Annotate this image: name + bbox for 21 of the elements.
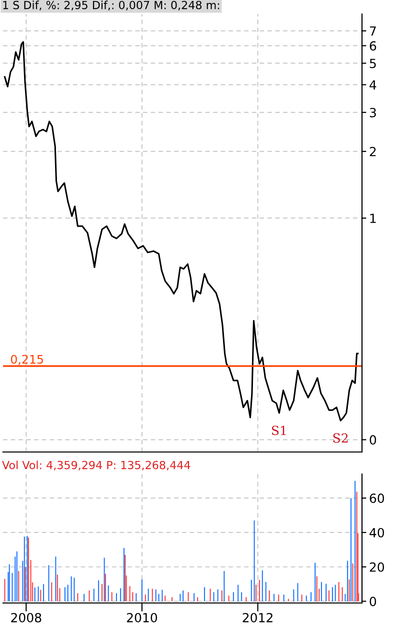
- x-tick-label: 2008: [11, 612, 42, 622]
- chart-title: 1 S Dif, %: 2,95 Dif,: 0,007 M: 0,248 m:: [3, 0, 220, 10]
- y-tick-label: 5: [370, 58, 376, 68]
- y-tick-label: 60: [370, 494, 384, 504]
- chart-title: Vol Vol: 4,359,294 P: 135,268,444: [2, 460, 190, 470]
- x-tick-label: 2012: [242, 612, 272, 622]
- y-tick-label: 1: [370, 214, 376, 223]
- y-tick-label: 0: [370, 596, 376, 606]
- y-tick-label: 6: [370, 41, 376, 51]
- y-tick-label: 2: [370, 146, 376, 156]
- ref-line-label: 0,215: [10, 354, 43, 365]
- y-tick-label: 4: [370, 80, 376, 90]
- annotation: S1: [272, 426, 286, 436]
- y-tick-label: 7: [370, 26, 376, 36]
- y-tick-label: 40: [370, 528, 384, 538]
- annotation: S2: [333, 433, 348, 443]
- y-tick-label: 20: [370, 562, 384, 572]
- line-series: [4, 41, 359, 422]
- y-tick-label: 0: [370, 435, 376, 445]
- y-tick-label: 3: [370, 108, 376, 118]
- x-tick-label: 2010: [126, 612, 158, 622]
